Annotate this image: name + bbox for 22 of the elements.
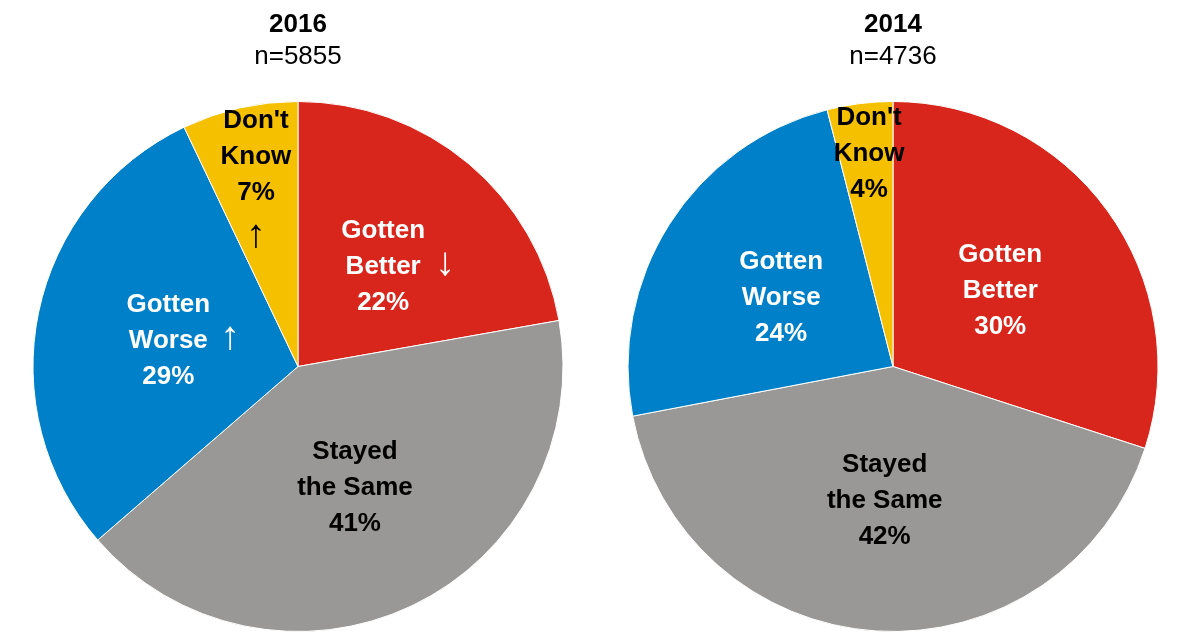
data-label: 41%: [328, 507, 381, 538]
text: ↑: [245, 211, 266, 256]
data-label: 29%: [142, 360, 195, 391]
text: ↑: [220, 313, 241, 358]
text: ↓: [435, 239, 456, 283]
data-label: 24%: [755, 316, 808, 347]
chart-title: 2016: [269, 7, 327, 38]
slice-label: Stayed the Same: [826, 447, 943, 514]
slice-label: Gotten Better: [341, 214, 426, 280]
chart-subtitle: n=5855: [254, 39, 342, 70]
data-label: 30%: [974, 309, 1027, 340]
slice-label: Gotten Better: [958, 237, 1043, 304]
data-label: 42%: [858, 519, 911, 550]
slice-label: Stayed the Same: [297, 435, 413, 502]
chart-title: 2014: [864, 7, 923, 38]
slice-label: Don't Know: [220, 104, 293, 171]
data-label: 7%: [237, 176, 275, 207]
data-label: 4%: [850, 173, 888, 204]
slice-label: Gotten Worse: [739, 244, 824, 311]
data-label: 22%: [357, 286, 410, 316]
slice-label: Gotten Worse: [126, 288, 211, 355]
chart-subtitle: n=4736: [849, 39, 937, 70]
